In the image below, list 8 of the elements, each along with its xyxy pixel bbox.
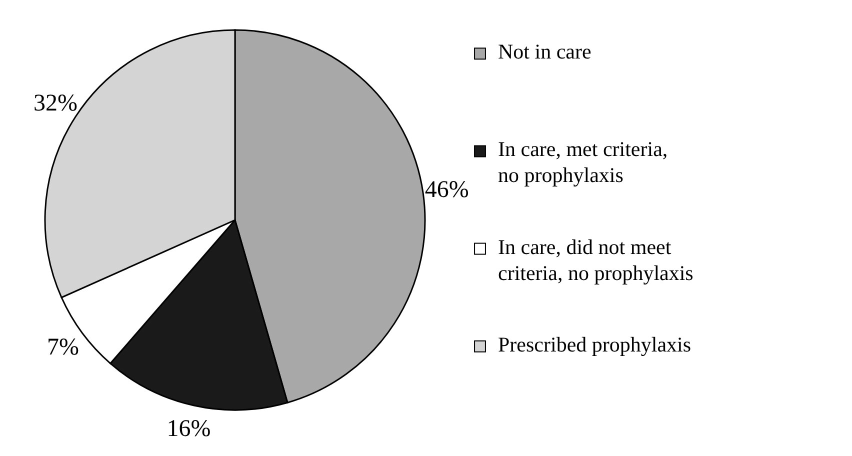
legend-label: Prescribed prophylaxis bbox=[498, 332, 692, 356]
data-label: 46% bbox=[424, 177, 469, 204]
legend-label: In care, did not meet criteria, no prophylaxis bbox=[498, 234, 694, 285]
data-label: 32% bbox=[33, 90, 78, 117]
legend-label: In care, met criteria, no prophylaxis bbox=[498, 137, 668, 188]
legend-label: Not in care bbox=[498, 40, 592, 64]
data-label: 7% bbox=[47, 334, 80, 360]
data-label: 16% bbox=[166, 416, 211, 442]
